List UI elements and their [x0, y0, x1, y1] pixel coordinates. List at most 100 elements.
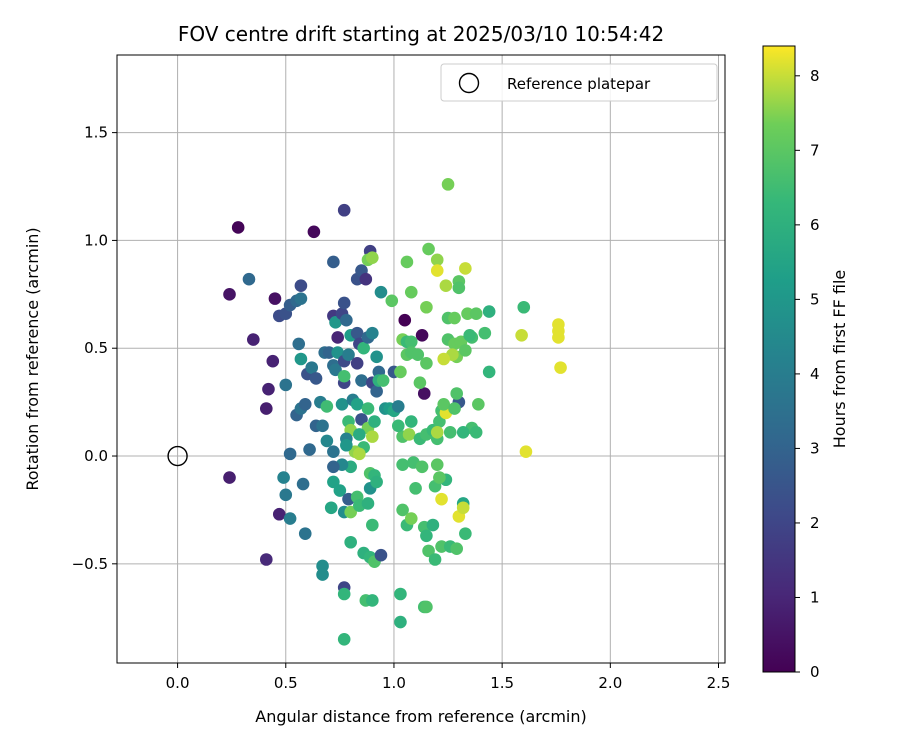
data-point: [417, 387, 431, 400]
x-axis-label: Angular distance from reference (arcmin): [255, 707, 586, 726]
data-point: [231, 221, 245, 234]
data-point: [353, 447, 366, 461]
data-point: [342, 348, 355, 361]
colorbar: 0 1 2 3 4 5 6 7 8 Hours from first FF file: [762, 45, 849, 681]
data-point: [420, 600, 433, 614]
legend-label-reference: Reference platepar: [507, 75, 651, 93]
data-point: [259, 553, 273, 566]
data-point: [515, 328, 528, 342]
data-point: [385, 294, 399, 308]
data-point: [327, 445, 340, 459]
data-point: [402, 428, 416, 441]
data-point: [430, 426, 444, 439]
x-tick-label: 0.0: [166, 674, 190, 692]
data-point: [404, 512, 418, 525]
data-point: [441, 178, 455, 191]
colorbar-gradient: [762, 45, 796, 673]
data-point: [376, 374, 390, 387]
data-point: [450, 542, 464, 556]
data-point: [448, 402, 461, 415]
data-point: [268, 292, 282, 305]
data-point: [396, 458, 409, 471]
data-point: [294, 292, 308, 305]
data-point: [411, 348, 425, 361]
data-point: [422, 242, 435, 256]
data-point: [283, 512, 297, 525]
x-tick-label: 0.5: [274, 674, 298, 692]
data-point: [370, 385, 383, 398]
data-point: [337, 296, 351, 310]
data-point: [394, 587, 407, 601]
data-point: [374, 285, 388, 299]
data-point: [370, 350, 383, 364]
data-point: [353, 428, 366, 441]
data-point: [344, 535, 357, 549]
data-point: [374, 548, 388, 562]
data-point: [292, 337, 306, 351]
data-point: [391, 400, 405, 413]
data-point: [262, 382, 275, 396]
y-tick-label: 1.0: [84, 231, 108, 249]
data-point: [294, 352, 308, 366]
data-point: [350, 397, 364, 411]
data-point: [357, 341, 370, 355]
data-point: [415, 460, 429, 474]
data-point: [277, 471, 290, 484]
data-point: [303, 443, 316, 456]
colorbar-ticks: 0 1 2 3 4 5 6 7 8: [795, 67, 820, 681]
data-point: [433, 415, 446, 428]
data-point: [329, 316, 342, 329]
data-point: [394, 615, 407, 629]
data-point: [223, 471, 236, 484]
data-point: [337, 632, 351, 646]
data-point: [409, 482, 422, 495]
colorbar-tick-label: 1: [810, 588, 820, 606]
data-point: [350, 326, 364, 340]
data-point: [404, 335, 418, 349]
data-point: [331, 346, 344, 359]
data-point: [279, 488, 293, 502]
data-point: [420, 357, 433, 370]
data-point: [435, 540, 448, 553]
chart-title: FOV centre drift starting at 2025/03/10 …: [178, 22, 664, 46]
data-point: [439, 279, 453, 292]
data-point: [298, 527, 312, 540]
data-point: [400, 255, 414, 269]
data-point: [298, 397, 312, 411]
data-point: [305, 361, 319, 374]
data-point: [415, 328, 429, 342]
data-point: [320, 400, 334, 413]
data-point: [366, 430, 379, 443]
colorbar-label: Hours from first FF file: [830, 270, 849, 449]
data-point: [309, 372, 323, 385]
data-point: [478, 326, 492, 340]
data-point: [391, 419, 405, 433]
data-point: [426, 518, 440, 532]
data-point: [337, 369, 351, 383]
data-point: [430, 253, 444, 267]
data-point: [370, 475, 383, 489]
y-tick-label: 0.0: [84, 447, 108, 465]
data-point: [368, 415, 381, 428]
data-point: [437, 397, 451, 411]
colorbar-tick-label: 0: [810, 663, 820, 681]
data-point: [242, 272, 256, 286]
y-tick-label: 0.5: [84, 339, 108, 357]
data-point: [437, 352, 451, 366]
x-tick-label: 2.5: [707, 674, 731, 692]
data-point: [394, 365, 407, 379]
data-point: [223, 288, 236, 301]
data-point: [420, 529, 433, 543]
data-point: [294, 279, 308, 292]
data-point: [452, 281, 466, 295]
data-point: [554, 361, 567, 374]
data-point: [322, 346, 336, 359]
data-point: [459, 527, 472, 540]
legend-box: [440, 63, 718, 102]
y-axis-label: Rotation from reference (arcmin): [23, 227, 42, 490]
data-point: [327, 475, 340, 489]
data-point: [333, 484, 347, 497]
data-point: [482, 305, 496, 318]
data-point: [420, 300, 433, 314]
